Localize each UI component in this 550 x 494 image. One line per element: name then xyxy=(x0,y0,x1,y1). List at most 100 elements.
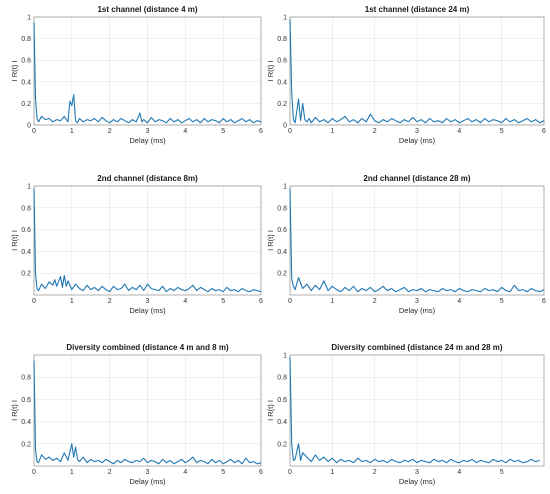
data-series-line xyxy=(33,188,262,293)
x-tick-label: 0 xyxy=(32,298,36,305)
y-tick-label: 0.6 xyxy=(277,227,287,234)
x-axis-label: Delay (ms) xyxy=(129,477,166,486)
x-tick-label: 1 xyxy=(330,298,334,305)
x-tick-label: 5 xyxy=(500,469,504,476)
x-tick-label: 2 xyxy=(373,298,377,305)
y-tick-label: 0.8 xyxy=(21,36,31,43)
y-tick-label: 0.6 xyxy=(21,397,31,404)
x-axis-label: Delay (ms) xyxy=(129,136,166,145)
x-tick-label: 2 xyxy=(373,128,377,135)
y-tick-label: 0.6 xyxy=(277,397,287,404)
x-axis-label: Delay (ms) xyxy=(399,136,436,145)
y-axis-label: I R(t) I xyxy=(10,61,19,82)
y-tick-label: 1 xyxy=(27,15,31,22)
y-tick-label: 0.8 xyxy=(21,375,31,382)
y-tick-label: 0.4 xyxy=(21,249,31,256)
y-axis-label: I R(t) I xyxy=(266,230,275,251)
axes-frame xyxy=(33,354,262,467)
axes-frame xyxy=(289,16,545,126)
x-tick-label: 3 xyxy=(146,128,150,135)
y-axis-label: I R(t) I xyxy=(266,61,275,82)
x-tick-label: 3 xyxy=(415,469,419,476)
y-tick-label: 0.4 xyxy=(21,419,31,426)
y-tick-label: 0.2 xyxy=(21,101,31,108)
x-tick-label: 1 xyxy=(330,469,334,476)
y-tick-label: 0.4 xyxy=(277,79,287,86)
axes-frame xyxy=(33,16,262,126)
chart-panel-3: 0 1 2 3 4 5 6 0.2 0.4 0.6 0.8 1 2nd channel (distanc… xyxy=(10,174,263,315)
chart-title: 1st channel (distance 4 m) xyxy=(97,5,197,14)
x-tick-label: 4 xyxy=(457,298,461,305)
chart-panel-5: 0 1 2 3 4 5 6 0.2 0.4 0.6 0.8 Diversity combined (d… xyxy=(10,343,263,486)
y-tick-label: 0.2 xyxy=(277,101,287,108)
y-axis-label: I R(t) I xyxy=(266,400,275,421)
y-tick-label: 1 xyxy=(283,184,287,191)
y-tick-label: 0.6 xyxy=(21,227,31,234)
y-axis-label: I R(t) I xyxy=(10,230,19,251)
axes-frame xyxy=(289,185,545,296)
x-tick-label: 3 xyxy=(415,298,419,305)
x-tick-label: 3 xyxy=(415,128,419,135)
x-tick-label: 2 xyxy=(108,128,112,135)
y-tick-label: 1 xyxy=(283,353,287,360)
y-tick-label: 0.8 xyxy=(277,205,287,212)
y-tick-label: 1 xyxy=(27,184,31,191)
y-tick-label: 0.2 xyxy=(277,271,287,278)
y-tick-label: 0.4 xyxy=(277,249,287,256)
chart-panel-6: 0 1 2 3 4 5 0.2 0.4 0.6 0.8 1 Diversity combined (d… xyxy=(266,343,545,486)
x-tick-label: 4 xyxy=(457,128,461,135)
x-tick-label: 1 xyxy=(70,128,74,135)
chart-title: Diversity combined (distance 4 m and 8 m… xyxy=(66,343,229,352)
y-tick-label: 0.8 xyxy=(21,205,31,212)
y-tick-label: 0.2 xyxy=(277,441,287,448)
axes-frame xyxy=(289,354,545,467)
y-tick-label: 1 xyxy=(283,15,287,22)
x-tick-label: 2 xyxy=(108,469,112,476)
x-tick-label: 0 xyxy=(288,298,292,305)
y-tick-label: 0.6 xyxy=(21,58,31,65)
x-tick-label: 6 xyxy=(259,298,263,305)
x-tick-label: 6 xyxy=(259,128,263,135)
chart-title: Diversity combined (distance 24 m and 28… xyxy=(331,343,503,352)
x-tick-label: 4 xyxy=(457,469,461,476)
x-tick-label: 1 xyxy=(330,128,334,135)
chart-panel-2: 0 1 2 3 4 5 6 0 0.2 0.4 0.6 0.8 1 1st channel (distan… xyxy=(266,5,546,145)
chart-title: 1st channel (distance 24 m) xyxy=(365,5,470,14)
x-tick-label: 6 xyxy=(542,128,546,135)
y-tick-label: 0 xyxy=(283,123,287,130)
x-tick-label: 4 xyxy=(183,469,187,476)
y-tick-label: 0.2 xyxy=(21,441,31,448)
x-tick-label: 5 xyxy=(221,298,225,305)
data-series-line xyxy=(33,22,262,124)
x-tick-label: 2 xyxy=(373,469,377,476)
y-tick-label: 0 xyxy=(27,123,31,130)
y-tick-label: 0.4 xyxy=(277,419,287,426)
x-tick-label: 4 xyxy=(183,128,187,135)
chart-title: 2nd channel (distance 8m) xyxy=(97,174,198,183)
x-tick-label: 0 xyxy=(32,128,36,135)
chart-panel-4: 0 1 2 3 4 5 6 0.2 0.4 0.6 0.8 1 2nd channel (distanc… xyxy=(266,174,546,315)
x-axis-label: Delay (ms) xyxy=(399,306,436,315)
x-tick-label: 2 xyxy=(108,298,112,305)
y-tick-label: 0.8 xyxy=(277,375,287,382)
data-series-line xyxy=(289,188,545,293)
y-tick-label: 0.2 xyxy=(21,271,31,278)
data-series-line xyxy=(33,360,262,465)
x-tick-label: 0 xyxy=(288,128,292,135)
axes-frame xyxy=(33,185,262,296)
x-tick-label: 6 xyxy=(259,469,263,476)
y-tick-label: 0.6 xyxy=(277,58,287,65)
y-tick-label: 0.8 xyxy=(277,36,287,43)
x-tick-label: 3 xyxy=(146,469,150,476)
x-tick-label: 3 xyxy=(146,298,150,305)
x-axis-label: Delay (ms) xyxy=(129,306,166,315)
chart-panel-1: 0 1 2 3 4 5 6 0 0.2 0.4 0.6 0.8 1 1st channel (distan… xyxy=(10,5,263,145)
y-tick-label: 0.4 xyxy=(21,79,31,86)
x-tick-label: 4 xyxy=(183,298,187,305)
x-axis-label: Delay (ms) xyxy=(399,477,436,486)
x-tick-label: 0 xyxy=(32,469,36,476)
x-tick-label: 5 xyxy=(221,128,225,135)
x-tick-label: 5 xyxy=(500,128,504,135)
chart-title: 2nd channel (distance 28 m) xyxy=(363,174,470,183)
